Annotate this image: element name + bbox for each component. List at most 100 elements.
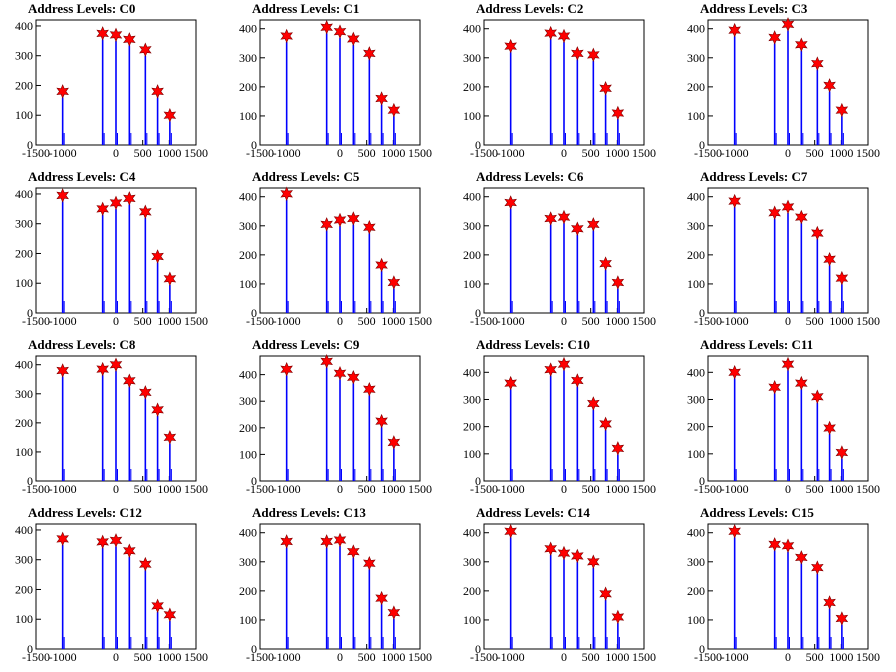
peak-marker	[123, 32, 136, 47]
peak-marker	[768, 30, 781, 45]
chart-svg: Address Levels: C7 0 100 200 300 400 -1500-100…	[687, 169, 880, 328]
chart-svg: Address Levels: C15 0 100 200 300 400 -1500-10…	[687, 505, 880, 664]
y-tick-label: 100	[15, 445, 33, 459]
peak-marker	[320, 20, 333, 35]
x-tick-label: 1000	[381, 482, 405, 496]
peak-marker	[123, 373, 136, 388]
peak-marker	[728, 193, 741, 209]
peak-marker	[320, 354, 333, 369]
peak-marker	[320, 534, 333, 549]
peak-marker	[96, 534, 109, 550]
chart-panel: Address Levels: C9 0 100 200 300 400 -1500 -100…	[224, 336, 448, 504]
y-tick-label: 100	[463, 109, 481, 123]
y-tick-label: 200	[239, 80, 257, 94]
peak-marker	[375, 91, 388, 106]
x-tick-label: 0	[337, 314, 343, 328]
peak-marker	[504, 524, 517, 539]
y-tick-label: 400	[15, 523, 33, 537]
chart-title: Address Levels: C14	[476, 505, 590, 520]
x-tick-label: 0	[337, 482, 343, 496]
peak-marker	[768, 379, 781, 395]
peak-marker	[811, 560, 824, 575]
x-tick-label: 500	[134, 146, 152, 160]
peak-marker	[611, 275, 625, 290]
peak-marker	[387, 605, 401, 620]
chart-svg: Address Levels: C14 0 100 200 300 400 -1500-10…	[463, 505, 656, 664]
x-tick-label: -1500	[694, 314, 722, 328]
y-tick-label: 400	[463, 22, 481, 36]
x-tick-label: 500	[806, 482, 824, 496]
peak-marker	[571, 373, 584, 388]
peak-marker	[795, 209, 808, 225]
peak-marker	[544, 362, 557, 377]
peak-marker	[139, 42, 152, 58]
peak-marker	[544, 211, 557, 226]
peak-marker	[611, 441, 625, 456]
x-tick-label: -1000	[721, 650, 749, 664]
x-tick-label: 0	[785, 314, 791, 328]
x-tick-label: 500	[358, 482, 376, 496]
x-tick-label: -1500	[246, 314, 274, 328]
y-tick-label: 400	[463, 526, 481, 540]
y-tick-label: 200	[239, 421, 257, 435]
peak-marker	[823, 595, 836, 610]
x-tick-label: 1500	[408, 650, 432, 664]
y-tick-label: 0	[475, 642, 481, 656]
x-tick-label: 0	[337, 146, 343, 160]
x-tick-label: 1000	[157, 650, 181, 664]
y-tick-label: 400	[687, 526, 705, 540]
y-tick-label: 300	[239, 394, 257, 408]
x-tick-label: 500	[582, 650, 600, 664]
chart-panel: Address Levels: C6 0 100 200 300 400 -1500 -100…	[448, 168, 672, 336]
peak-marker	[571, 46, 584, 61]
peak-marker	[599, 416, 612, 432]
x-tick-label: 1000	[381, 146, 405, 160]
peak-marker	[611, 609, 625, 625]
y-tick-label: 0	[475, 306, 481, 320]
peak-marker	[823, 251, 836, 267]
x-tick-label: -1500	[470, 482, 498, 496]
peak-marker	[728, 524, 741, 539]
y-tick-label: 0	[475, 138, 481, 152]
chart-title: Address Levels: C10	[476, 337, 590, 352]
x-tick-label: 1500	[408, 314, 432, 328]
peak-marker	[835, 445, 849, 460]
peak-marker	[835, 102, 849, 118]
chart-svg: Address Levels: C11 0 100 200 300 400 -1500-10…	[687, 337, 880, 496]
x-tick-label: -1000	[273, 146, 301, 160]
x-tick-label: 1000	[829, 650, 853, 664]
y-tick-label: 300	[463, 219, 481, 233]
x-tick-label: 1000	[605, 482, 629, 496]
y-tick-label: 200	[687, 80, 705, 94]
x-tick-label: 500	[806, 650, 824, 664]
y-tick-label: 100	[15, 612, 33, 626]
y-tick-label: 100	[15, 276, 33, 290]
peak-marker	[139, 556, 152, 572]
chart-panel: Address Levels: C12 0 100 200 300 400 -1500 -10…	[0, 504, 224, 672]
peak-marker	[781, 199, 795, 215]
y-tick-label: 400	[687, 22, 705, 36]
x-tick-label: -1500	[694, 650, 722, 664]
y-tick-label: 200	[15, 78, 33, 92]
chart-panel: Address Levels: C7 0 100 200 300 400 -1500 -100…	[672, 168, 896, 336]
chart-title: Address Levels: C2	[476, 1, 583, 16]
y-tick-label: 300	[687, 392, 705, 406]
x-tick-label: -1500	[470, 146, 498, 160]
x-tick-label: 500	[134, 650, 152, 664]
peak-marker	[557, 209, 571, 225]
peak-marker	[280, 186, 293, 202]
x-tick-label: 1500	[184, 482, 208, 496]
peak-marker	[587, 396, 600, 411]
x-tick-label: 1000	[381, 314, 405, 328]
peak-marker	[587, 217, 600, 232]
x-tick-label: -1500	[470, 650, 498, 664]
x-tick-label: 1500	[856, 146, 880, 160]
y-tick-label: 100	[687, 109, 705, 123]
x-tick-label: 1000	[157, 146, 181, 160]
x-tick-label: 500	[582, 146, 600, 160]
y-tick-label: 100	[239, 109, 257, 123]
chart-panel: Address Levels: C5 0 100 200 300 400 -1500 -100…	[224, 168, 448, 336]
peak-marker	[163, 271, 177, 287]
peak-marker	[363, 219, 376, 235]
peak-marker	[557, 28, 571, 44]
